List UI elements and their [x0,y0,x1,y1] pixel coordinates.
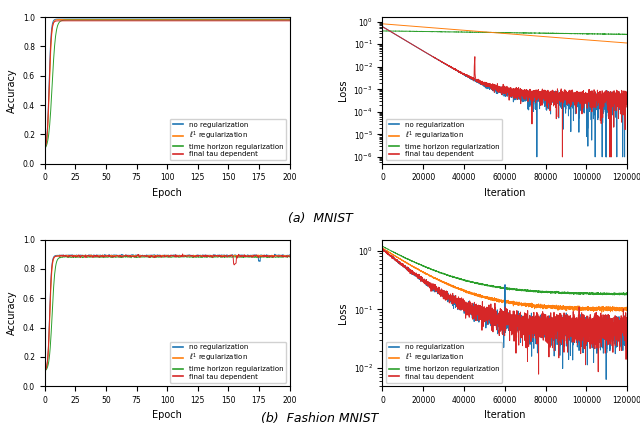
Legend: no regularization, $\ell^1$ regularization, time horizon regularization, final t: no regularization, $\ell^1$ regularizati… [170,119,286,160]
X-axis label: Epoch: Epoch [152,411,182,420]
Legend: no regularization, $\ell^1$ regularization, time horizon regularization, final t: no regularization, $\ell^1$ regularizati… [386,341,502,383]
Y-axis label: Accuracy: Accuracy [8,290,17,335]
Y-axis label: Loss: Loss [338,302,348,323]
X-axis label: Iteration: Iteration [484,188,525,198]
Text: (b)  Fashion MNIST: (b) Fashion MNIST [261,412,379,425]
Legend: no regularization, $\ell^1$ regularization, time horizon regularization, final t: no regularization, $\ell^1$ regularizati… [170,341,286,383]
X-axis label: Iteration: Iteration [484,411,525,420]
Y-axis label: Loss: Loss [338,80,348,101]
X-axis label: Epoch: Epoch [152,188,182,198]
Y-axis label: Accuracy: Accuracy [8,68,17,113]
Text: (a)  MNIST: (a) MNIST [287,212,353,225]
Legend: no regularization, $\ell^1$ regularization, time horizon regularization, final t: no regularization, $\ell^1$ regularizati… [386,119,502,160]
